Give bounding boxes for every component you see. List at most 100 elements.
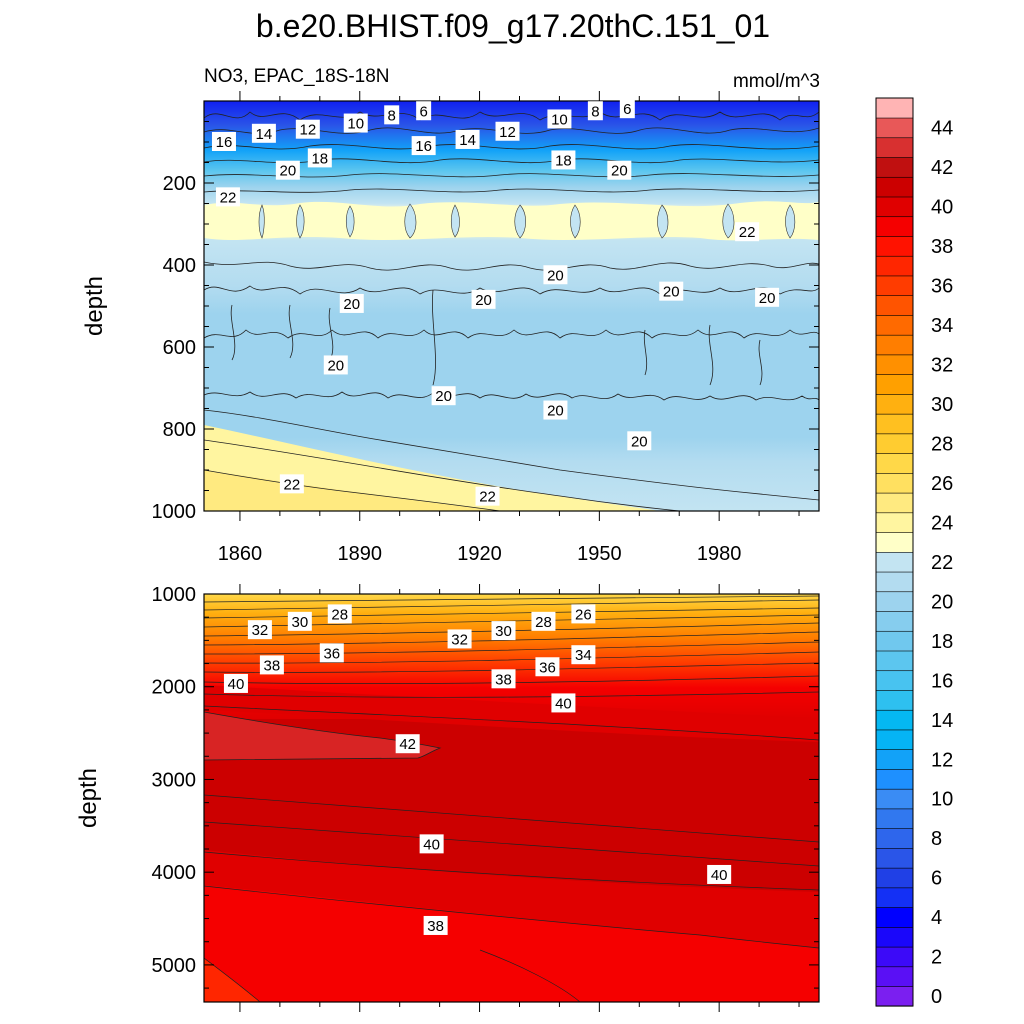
svg-text:20: 20 xyxy=(759,290,776,307)
lower-contour-label: 38 xyxy=(491,669,516,689)
svg-text:16: 16 xyxy=(216,134,233,151)
svg-text:28: 28 xyxy=(331,606,348,623)
lower-contour-label: 38 xyxy=(423,915,448,935)
upper-contour-labels: 16 14 12 10 8 6 16 14 12 10 8 6 18 18 20 20 22 22 20 20 20 20… xyxy=(211,99,780,506)
colorbar-tick-label: 38 xyxy=(931,236,953,258)
lower-y-tick-label: 4000 xyxy=(152,862,197,884)
lower-contour-label: 30 xyxy=(287,611,312,631)
colorbar-tick-label: 16 xyxy=(931,670,953,692)
colorbar-swatch xyxy=(875,670,914,691)
colorbar-swatch xyxy=(875,689,914,711)
svg-text:36: 36 xyxy=(539,659,556,676)
colorbar-swatch xyxy=(875,887,914,908)
svg-text:26: 26 xyxy=(575,606,592,623)
colorbar-swatch xyxy=(875,374,914,395)
lower-plot-frame xyxy=(203,593,820,1003)
svg-text:6: 6 xyxy=(623,101,631,118)
lower-contour-label: 32 xyxy=(447,629,472,649)
upper-contour-label: 20 xyxy=(607,160,632,180)
colorbar-tick-label: 12 xyxy=(931,749,953,771)
svg-text:10: 10 xyxy=(347,116,364,133)
colorbar-swatch xyxy=(875,788,914,810)
colorbar-swatch xyxy=(875,966,914,987)
upper-contour-label: 8 xyxy=(587,101,603,121)
upper-contour-label: 20 xyxy=(659,281,684,301)
lower-y-tick-label: 2000 xyxy=(152,677,197,699)
colorbar-swatch xyxy=(875,591,914,612)
lower-contour-label: 40 xyxy=(223,673,248,693)
colorbar-swatch xyxy=(875,828,914,849)
svg-text:20: 20 xyxy=(663,284,680,301)
upper-contour-label: 14 xyxy=(455,129,480,149)
colorbar-tick-label: 32 xyxy=(931,354,953,376)
svg-text:12: 12 xyxy=(499,124,516,141)
svg-text:40: 40 xyxy=(711,867,728,884)
colorbar-swatch xyxy=(875,729,914,750)
lower-y-tick-label: 5000 xyxy=(152,955,197,977)
svg-text:38: 38 xyxy=(264,657,281,674)
upper-y-tick-label: 200 xyxy=(163,173,196,195)
colorbar-swatch xyxy=(875,808,914,829)
lower-contour-label: 34 xyxy=(571,645,596,665)
svg-text:40: 40 xyxy=(228,676,245,693)
colorbar-swatch xyxy=(875,413,914,435)
colorbar-swatch xyxy=(875,749,914,770)
colorbar-swatch xyxy=(875,867,914,889)
upper-contour-label: 8 xyxy=(384,105,400,125)
svg-text:18: 18 xyxy=(555,152,572,169)
colorbar-tick-label: 22 xyxy=(931,552,953,574)
svg-text:12: 12 xyxy=(299,122,316,139)
colorbar-swatch xyxy=(875,847,914,869)
colorbar-swatch xyxy=(875,156,914,178)
svg-text:20: 20 xyxy=(475,292,492,309)
colorbar-swatch xyxy=(875,531,914,553)
lower-y-axis: 1000 2000 3000 4000 5000 xyxy=(152,584,819,989)
svg-text:22: 22 xyxy=(739,224,756,241)
colorbar-tick-label: 30 xyxy=(931,394,953,416)
colorbar-swatch xyxy=(875,512,914,533)
lower-contour-label: 28 xyxy=(327,604,352,624)
colorbar-swatch xyxy=(875,235,914,257)
colorbar-swatch xyxy=(875,946,914,968)
upper-x-tick-label: 1920 xyxy=(457,543,502,565)
colorbar-tick-label: 40 xyxy=(931,197,953,219)
colorbar-tick-label: 44 xyxy=(931,118,953,140)
colorbar-swatch xyxy=(875,314,914,336)
svg-text:38: 38 xyxy=(495,671,512,688)
svg-text:8: 8 xyxy=(591,103,599,120)
lower-contour-label: 28 xyxy=(531,611,556,631)
upper-contour-label: 20 xyxy=(543,400,568,420)
lower-contour-label: 38 xyxy=(259,655,284,675)
colorbar-swatch xyxy=(875,137,914,158)
lower-contour-label: 40 xyxy=(551,693,576,713)
colorbar-tick-label: 24 xyxy=(931,512,953,534)
svg-text:10: 10 xyxy=(551,111,568,128)
colorbar-tick-label: 26 xyxy=(931,473,953,495)
svg-text:22: 22 xyxy=(479,489,496,506)
svg-text:32: 32 xyxy=(252,622,269,639)
lower-contour-fill xyxy=(204,594,819,1002)
svg-text:20: 20 xyxy=(547,403,564,420)
upper-contour-label: 20 xyxy=(431,386,456,406)
upper-contour-label: 20 xyxy=(339,293,364,313)
upper-contour-label: 18 xyxy=(551,150,576,170)
colorbar-swatch xyxy=(875,393,914,415)
svg-text:20: 20 xyxy=(611,163,628,180)
lower-contour-label: 26 xyxy=(571,604,596,624)
upper-contour-label: 20 xyxy=(323,355,348,375)
upper-contour-label: 12 xyxy=(495,121,520,141)
upper-contour-label: 22 xyxy=(279,474,304,494)
upper-contour-label: 20 xyxy=(627,431,652,451)
upper-contour-label: 22 xyxy=(735,222,760,242)
svg-text:20: 20 xyxy=(547,267,564,284)
upper-contour-label: 18 xyxy=(307,148,332,168)
upper-contour-label: 6 xyxy=(416,101,432,121)
lower-contour-label: 40 xyxy=(707,864,732,884)
colorbar-swatch xyxy=(875,907,914,928)
lower-contour-label: 30 xyxy=(491,621,516,641)
colorbar-swatch xyxy=(875,709,914,731)
svg-text:22: 22 xyxy=(284,476,301,493)
colorbar-swatch xyxy=(875,551,914,573)
colorbar-tick-label: 8 xyxy=(931,828,942,850)
